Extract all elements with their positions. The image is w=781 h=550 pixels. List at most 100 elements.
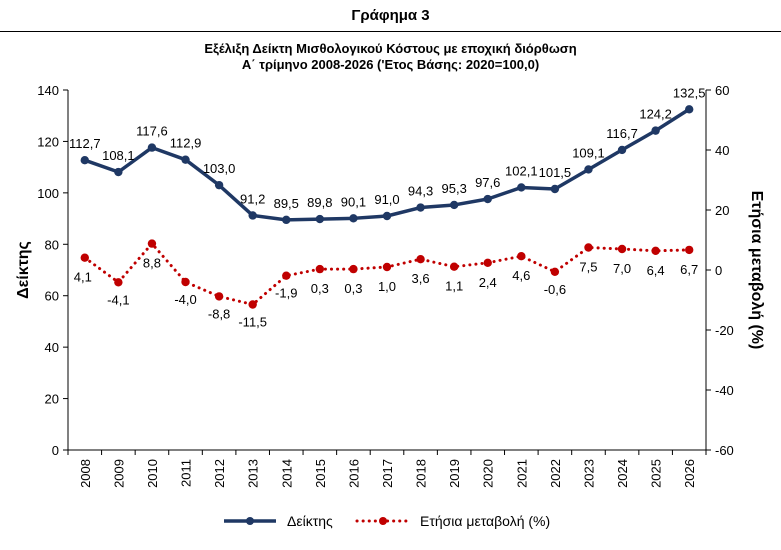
index-data-label: 89,8 bbox=[307, 195, 332, 210]
legend-marker-index bbox=[246, 517, 254, 525]
change-point bbox=[181, 277, 190, 287]
index-point bbox=[483, 194, 492, 204]
change-data-label: -1,9 bbox=[275, 286, 297, 301]
index-data-label: 109,1 bbox=[572, 145, 605, 160]
index-point bbox=[382, 211, 392, 221]
index-point bbox=[685, 105, 694, 114]
change-point bbox=[80, 253, 89, 262]
index-data-label: 102,1 bbox=[505, 163, 538, 178]
chart-subtitle: Α΄ τρίμηνο 2008-2026 ('Ετος Βάσης: 2020=… bbox=[241, 57, 540, 72]
change-point bbox=[416, 255, 425, 264]
change-data-label: 6,7 bbox=[680, 262, 698, 277]
index-point bbox=[550, 184, 560, 194]
x-tick-label: 2017 bbox=[380, 459, 395, 488]
x-tick-label: 2021 bbox=[514, 459, 529, 488]
index-point bbox=[114, 167, 123, 177]
x-tick-label: 2008 bbox=[78, 459, 93, 488]
change-point bbox=[349, 264, 358, 274]
index-data-label: 124,2 bbox=[639, 107, 672, 122]
index-data-label: 108,1 bbox=[102, 148, 135, 163]
index-point bbox=[147, 143, 157, 152]
change-data-label: 1,0 bbox=[378, 279, 396, 294]
index-point bbox=[449, 200, 459, 210]
index-point bbox=[416, 203, 425, 212]
change-data-label: 2,4 bbox=[479, 275, 497, 290]
change-data-label: -4,1 bbox=[107, 292, 129, 307]
index-data-label: 112,9 bbox=[170, 136, 202, 151]
x-tick-label: 2015 bbox=[313, 459, 328, 488]
index-data-label: 89,5 bbox=[274, 196, 299, 211]
index-point bbox=[315, 214, 325, 224]
index-point bbox=[214, 180, 224, 190]
change-point bbox=[449, 262, 459, 271]
y2-tick-label: 0 bbox=[715, 263, 722, 278]
change-point bbox=[550, 267, 560, 276]
index-point bbox=[181, 155, 190, 164]
change-point bbox=[617, 244, 627, 254]
x-tick-label: 2026 bbox=[682, 459, 697, 488]
x-tick-label: 2022 bbox=[548, 459, 563, 488]
change-point bbox=[382, 262, 392, 272]
x-tick-label: 2023 bbox=[581, 459, 596, 488]
index-point bbox=[282, 215, 291, 225]
x-tick-label: 2020 bbox=[481, 459, 496, 488]
index-data-label: 97,6 bbox=[475, 175, 500, 190]
change-data-label: -4,0 bbox=[174, 292, 196, 307]
y-tick-label: 0 bbox=[52, 443, 59, 458]
figure-caption: Γράφημα 3 bbox=[351, 7, 430, 24]
change-data-label: 0,3 bbox=[311, 281, 329, 296]
index-data-label: 103,0 bbox=[203, 161, 236, 176]
change-point bbox=[517, 252, 526, 261]
x-tick-label: 2018 bbox=[414, 459, 429, 488]
change-point bbox=[685, 245, 694, 255]
change-data-label: 1,1 bbox=[445, 279, 463, 294]
index-data-label: 101,5 bbox=[539, 165, 572, 180]
y2-tick-label: -40 bbox=[715, 383, 734, 398]
index-data-label: 132,5 bbox=[673, 85, 706, 100]
legend-label-change: Ετήσια μεταβολή (%) bbox=[420, 513, 550, 529]
index-point bbox=[651, 126, 660, 135]
change-data-label: -0,6 bbox=[544, 282, 566, 297]
index-data-label: 90,1 bbox=[341, 194, 366, 209]
y-tick-label: 20 bbox=[45, 392, 59, 407]
legend-label-index: Δείκτης bbox=[287, 513, 333, 529]
change-data-label: 6,4 bbox=[647, 263, 665, 278]
change-data-label: 4,6 bbox=[512, 268, 530, 283]
index-point bbox=[80, 156, 89, 165]
y-tick-label: 140 bbox=[37, 83, 59, 98]
y2-axis-title: Ετήσια μεταβολή (%) bbox=[748, 191, 765, 350]
y-tick-label: 40 bbox=[45, 340, 59, 355]
legend-marker-change bbox=[379, 517, 387, 525]
x-tick-label: 2011 bbox=[179, 459, 194, 487]
y-tick-label: 100 bbox=[37, 186, 59, 201]
change-data-label: 0,3 bbox=[344, 281, 362, 296]
x-tick-label: 2010 bbox=[145, 459, 160, 488]
index-data-label: 94,3 bbox=[408, 184, 433, 199]
change-point bbox=[214, 292, 224, 301]
change-point bbox=[147, 239, 157, 248]
index-point bbox=[517, 183, 526, 192]
y-tick-label: 120 bbox=[37, 134, 59, 149]
x-tick-label: 2025 bbox=[649, 459, 664, 488]
index-point bbox=[248, 211, 257, 220]
change-point bbox=[114, 278, 123, 287]
index-data-label: 112,7 bbox=[69, 136, 101, 151]
change-data-label: 8,8 bbox=[143, 256, 161, 271]
index-point bbox=[349, 214, 358, 223]
index-data-label: 91,2 bbox=[240, 191, 265, 206]
x-tick-label: 2019 bbox=[447, 459, 462, 488]
chart-title: Εξέλιξη Δείκτη Μισθολογικού Κόστους με ε… bbox=[204, 41, 577, 56]
change-data-label: 7,5 bbox=[579, 260, 597, 275]
index-data-label: 91,0 bbox=[374, 192, 399, 207]
index-data-label: 117,6 bbox=[136, 124, 168, 139]
index-point bbox=[617, 145, 627, 155]
x-tick-label: 2009 bbox=[111, 459, 126, 488]
y2-tick-label: -60 bbox=[715, 443, 734, 458]
y2-tick-label: 60 bbox=[715, 83, 729, 98]
x-tick-label: 2024 bbox=[615, 459, 630, 488]
index-point bbox=[584, 165, 593, 174]
change-point bbox=[483, 258, 492, 267]
y-tick-label: 60 bbox=[45, 289, 59, 304]
change-point bbox=[584, 243, 593, 252]
